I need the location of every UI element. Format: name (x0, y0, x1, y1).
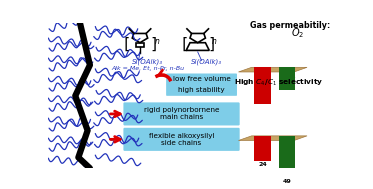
Text: Si(OBu)₃: Si(OBu)₃ (254, 75, 271, 79)
Polygon shape (238, 67, 307, 72)
Text: Si(OPr)₃: Si(OPr)₃ (279, 143, 295, 147)
Text: high stability: high stability (178, 87, 225, 93)
Text: [: [ (122, 37, 131, 52)
Text: n: n (154, 37, 159, 46)
Bar (254, 67, 271, 104)
Text: low free volume: low free volume (173, 76, 231, 82)
Bar (136, 43, 144, 47)
Text: Si(OAlk)₃: Si(OAlk)₃ (132, 59, 163, 65)
Bar (279, 136, 295, 178)
Text: Gas permeabitily:: Gas permeabitily: (250, 21, 330, 30)
Text: Si(OPr)₃: Si(OPr)₃ (254, 143, 270, 147)
Text: $O_2$: $O_2$ (291, 26, 304, 40)
Text: High $C_4$/$C_1$ selectivity: High $C_4$/$C_1$ selectivity (234, 78, 323, 88)
Text: 49: 49 (283, 179, 291, 184)
Text: rigid polynorbornene
main chains: rigid polynorbornene main chains (144, 107, 219, 120)
Text: ]: ] (149, 37, 159, 52)
Text: flexible alkoxysilyl
side chains: flexible alkoxysilyl side chains (149, 133, 214, 146)
Bar (279, 67, 295, 91)
FancyBboxPatch shape (123, 102, 240, 125)
FancyBboxPatch shape (166, 74, 237, 85)
Text: Alk = Me, Et, n-Pr, n-Bu: Alk = Me, Et, n-Pr, n-Bu (111, 66, 184, 71)
Text: [: [ (179, 37, 188, 52)
Bar (254, 136, 271, 161)
FancyBboxPatch shape (166, 84, 237, 96)
FancyBboxPatch shape (123, 128, 240, 151)
Polygon shape (238, 136, 307, 140)
Text: 24: 24 (258, 162, 267, 167)
Text: n: n (212, 37, 217, 46)
Text: ]: ] (207, 37, 216, 52)
Text: Si(OAlk)₃: Si(OAlk)₃ (191, 59, 222, 65)
Text: Si(OBu)₃: Si(OBu)₃ (278, 75, 296, 79)
